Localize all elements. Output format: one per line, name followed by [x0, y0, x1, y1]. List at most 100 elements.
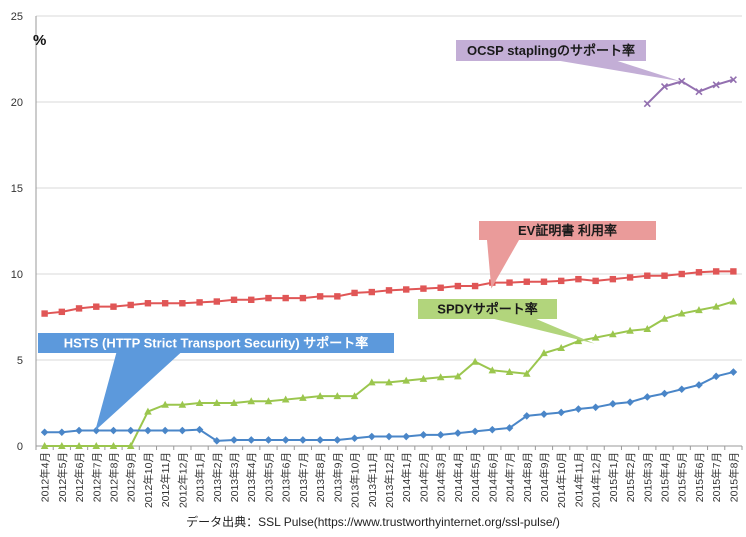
hsts-point [92, 426, 101, 435]
hsts-point [660, 389, 669, 398]
x-tick-label: 2014年1月 [400, 452, 413, 502]
hsts-point [144, 426, 152, 435]
series-ocsp [643, 76, 737, 108]
x-tick-label: 2015年8月 [727, 452, 740, 502]
spdy-point [367, 378, 376, 386]
hsts-point [333, 436, 342, 444]
spdy-point [213, 399, 221, 406]
ev-point [540, 278, 548, 285]
hsts-point [264, 436, 273, 444]
spdy-point [419, 374, 428, 382]
series-hsts [40, 368, 738, 445]
x-tick-label: 2012年5月 [56, 452, 69, 502]
x-tick-label: 2014年11月 [572, 452, 585, 507]
hsts-point [574, 405, 583, 413]
x-tick-label: 2013年6月 [280, 452, 293, 502]
spdy-point [385, 378, 393, 386]
series-ev [41, 268, 737, 317]
x-tick-label: 2014年3月 [435, 452, 448, 502]
hsts-point [40, 428, 49, 437]
ev-point [93, 303, 100, 310]
hsts-point [247, 436, 256, 444]
hsts-point [281, 436, 290, 444]
x-tick-label: 2012年4月 [39, 452, 52, 502]
spdy-point [677, 309, 686, 317]
ev-point [506, 279, 513, 286]
ev-point [454, 282, 462, 290]
ev-point [557, 277, 565, 285]
ev-point [196, 299, 203, 306]
hsts-point [316, 436, 324, 444]
ev-point [41, 310, 48, 317]
hsts-point [109, 426, 118, 435]
spdy-point [350, 392, 359, 400]
ev-point [265, 294, 272, 302]
ev-point [58, 308, 66, 316]
hsts-point [729, 368, 738, 376]
x-tick-label: 2015年5月 [676, 452, 689, 502]
x-tick-label: 2012年12月 [176, 452, 189, 508]
x-tick-label: 2013年7月 [297, 452, 310, 502]
hsts-point [436, 431, 445, 439]
callout-ocsp: OCSP staplingのサポート率 [456, 40, 681, 82]
x-tick-label: 2014年7月 [504, 452, 517, 502]
series-group [40, 76, 738, 449]
spdy-point [471, 357, 479, 365]
spdy-point [144, 407, 152, 415]
hsts-point [677, 385, 686, 394]
hsts-point [350, 434, 359, 443]
spdy-point [488, 366, 497, 374]
x-axis-ticks: 2012年4月 2012年5月 2012年6月 2012年7月 2012年8月 2012年… [39, 452, 741, 508]
ev-point [403, 286, 410, 293]
hsts-point [591, 403, 600, 412]
hsts-point [643, 393, 652, 401]
callout-box [418, 299, 557, 319]
hsts-point [557, 408, 565, 417]
spdy-point [58, 442, 66, 449]
spdy-point [316, 392, 324, 400]
spdy-point [574, 337, 583, 345]
spdy-point [695, 306, 703, 314]
hsts-point [695, 381, 703, 389]
x-tick-label: 2014年6月 [486, 452, 499, 502]
callout-label: SPDYサポート率 [437, 302, 537, 317]
ev-point [110, 303, 117, 310]
ocsp-point [678, 77, 686, 85]
ev-point [661, 272, 668, 279]
hsts-point [367, 432, 376, 441]
ev-point [626, 274, 634, 281]
spdy-point [281, 395, 290, 403]
x-tick-label: 2015年6月 [693, 452, 706, 502]
callout-pointer [95, 353, 181, 431]
x-tick-label: 2012年11月 [159, 452, 172, 507]
ev-point [385, 287, 393, 294]
callout-box [456, 40, 646, 61]
y-tick-label: 20 [11, 97, 23, 109]
callout-pointer [487, 240, 519, 289]
hsts-point [161, 426, 169, 435]
x-tick-label: 2013年10月 [349, 452, 362, 508]
callout-spdy: SPDYサポート率 [418, 299, 595, 344]
ev-point [282, 294, 289, 302]
spdy-point [178, 400, 187, 408]
x-tick-label: 2015年3月 [641, 452, 654, 502]
ocsp-point [660, 82, 669, 91]
data-source-note: データ出典：SSL Pulse(https://www.trustworthyi… [186, 515, 560, 529]
x-tick-label: 2015年2月 [624, 452, 637, 502]
hsts-point [299, 436, 307, 444]
x-tick-label: 2013年1月 [194, 452, 207, 502]
hsts-point [522, 412, 531, 420]
x-tick-label: 2014年4月 [452, 452, 465, 502]
ev-point [523, 278, 530, 285]
hsts-point [75, 426, 83, 435]
ev-point [420, 285, 427, 292]
spdy-point [505, 368, 514, 376]
hsts-point [454, 429, 462, 437]
ev-point [609, 275, 617, 283]
ev-point [248, 296, 255, 303]
hsts-point [471, 427, 479, 436]
spdy-point [247, 397, 256, 405]
callout-box [479, 221, 656, 240]
ev-point [299, 294, 307, 302]
